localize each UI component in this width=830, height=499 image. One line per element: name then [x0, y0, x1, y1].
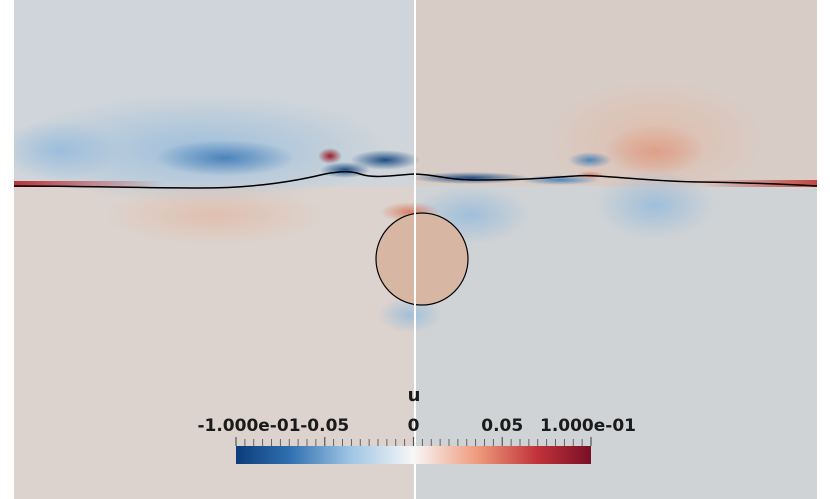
- colorbar-tick-label: -0.05: [300, 416, 349, 436]
- left-surface-red-strip: [14, 181, 164, 187]
- colorbar-title: u: [408, 385, 421, 406]
- upper-left-blue-core: [155, 140, 295, 176]
- interface-blue-dark-2: [320, 162, 370, 178]
- lower-left-red-zone: [105, 185, 325, 245]
- cylinder-wake-blue: [378, 297, 442, 333]
- interface-blue-dark-4: [568, 152, 612, 168]
- far-left-blue-band: [14, 120, 120, 180]
- interface-blue-dark-3: [410, 172, 530, 184]
- colorbar: u -1.000e-01 -0.05 0 0.05 1.000e-01: [197, 385, 636, 464]
- colorbar-tick-label: 0.05: [481, 416, 523, 436]
- upper-right-red-halo: [545, 80, 765, 200]
- colorbar-gradient: [236, 446, 591, 464]
- colorbar-tick-label: -1.000e-01: [197, 416, 300, 436]
- lower-right-blue-zone: [595, 170, 715, 240]
- colorbar-tick-label: 1.000e-01: [540, 416, 636, 436]
- colorbar-tick-label: 0: [408, 416, 420, 436]
- interface-red-2: [576, 171, 604, 179]
- interface-red-dark-1: [318, 148, 342, 164]
- interface-blue-dark-1: [350, 150, 420, 170]
- cylinder: [375, 212, 469, 306]
